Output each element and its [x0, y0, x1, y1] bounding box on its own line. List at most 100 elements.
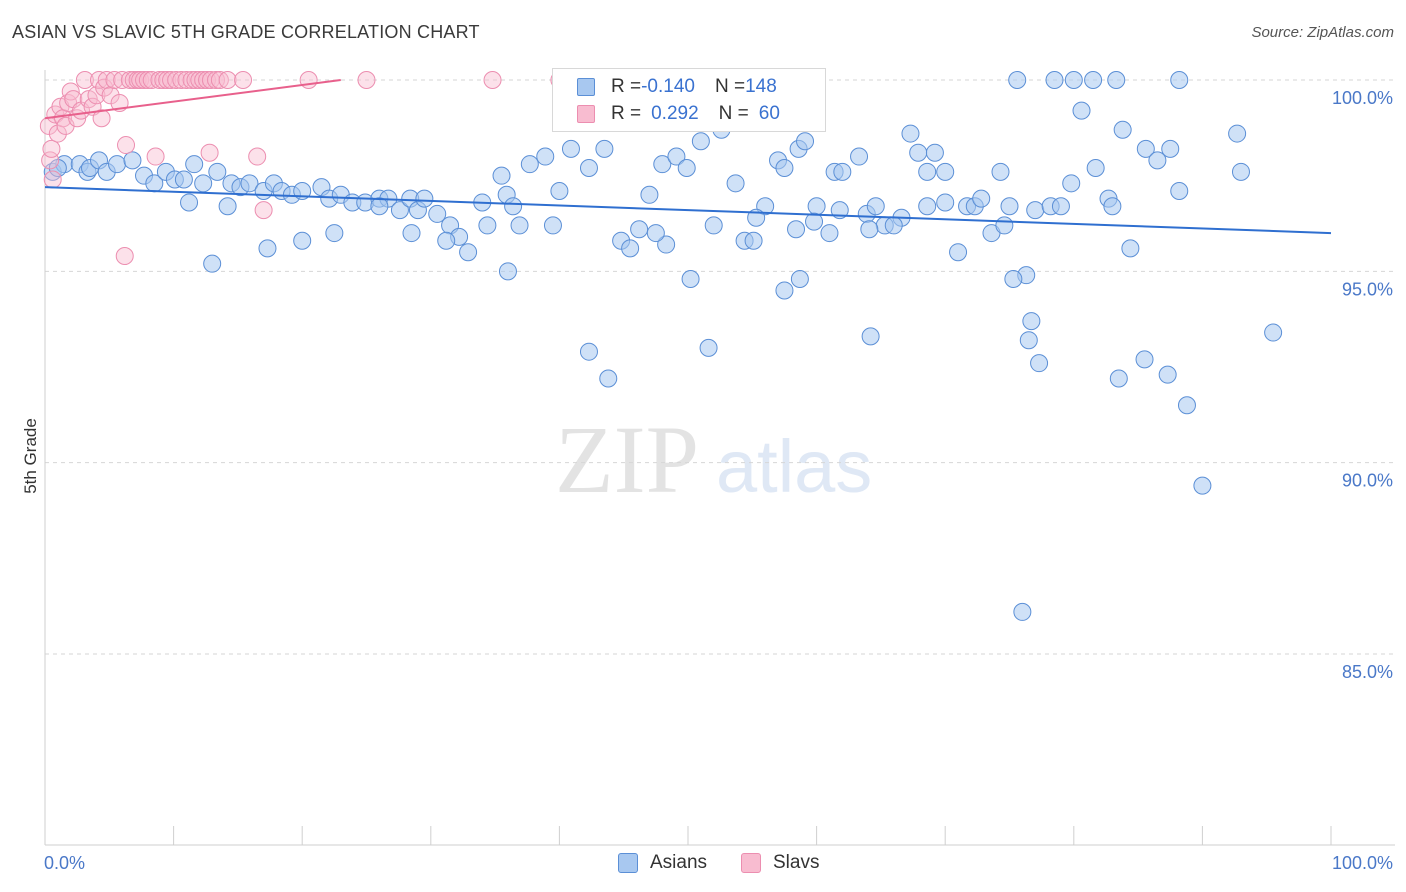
- legend-row-asians: R = -0.140 N = 148: [577, 75, 777, 99]
- data-point: [866, 197, 885, 216]
- data-point: [972, 189, 991, 208]
- data-point: [796, 132, 815, 151]
- data-point: [550, 181, 569, 200]
- data-point: [787, 220, 806, 239]
- data-point: [218, 197, 237, 216]
- r-value: 0.292: [651, 103, 699, 124]
- asians-trendline: [44, 186, 1332, 235]
- data-point: [43, 170, 62, 189]
- watermark-atlas: atlas: [716, 425, 872, 508]
- axes: [44, 70, 1395, 846]
- data-point: [925, 143, 944, 162]
- y-tick-label: 95.0%: [1342, 279, 1393, 299]
- data-point: [357, 71, 376, 89]
- data-point: [657, 235, 676, 254]
- data-point: [1103, 197, 1122, 216]
- y-tick-labels: 100.0% 95.0% 90.0% 85.0%: [1332, 88, 1393, 682]
- data-point: [42, 139, 61, 158]
- data-point: [1231, 162, 1250, 181]
- data-point: [428, 204, 447, 223]
- data-point: [621, 239, 640, 258]
- data-point: [1022, 312, 1041, 331]
- data-point: [437, 231, 456, 250]
- data-point: [595, 139, 614, 158]
- asians-legend-label: Asians: [650, 852, 708, 873]
- data-point: [640, 185, 659, 204]
- data-point: [1019, 331, 1038, 350]
- data-point: [208, 162, 227, 181]
- x-tick-label: 100.0%: [1332, 853, 1393, 873]
- data-point: [97, 71, 116, 89]
- watermark-zip: ZIP: [555, 406, 699, 513]
- data-point: [92, 109, 111, 128]
- data-point: [775, 159, 794, 178]
- data-point: [325, 224, 344, 243]
- data-point: [390, 201, 409, 220]
- data-point: [936, 193, 955, 212]
- data-point: [123, 151, 142, 170]
- data-point: [1170, 181, 1189, 200]
- data-point: [162, 71, 181, 89]
- data-point: [860, 220, 879, 239]
- data-point: [949, 243, 968, 262]
- data-point: [240, 174, 259, 193]
- legend-item-slavs[interactable]: Slavs: [741, 852, 819, 874]
- data-point: [704, 216, 723, 235]
- data-point: [1170, 71, 1189, 89]
- data-point: [1004, 269, 1023, 288]
- data-point: [146, 147, 165, 166]
- data-point: [101, 86, 120, 105]
- grid-lines: [45, 79, 1395, 655]
- data-point: [117, 136, 136, 155]
- data-point: [1136, 139, 1155, 158]
- data-point: [561, 139, 580, 158]
- n-value: 60: [758, 103, 780, 124]
- data-point: [599, 369, 618, 388]
- data-point: [1045, 71, 1064, 89]
- data-point: [1030, 354, 1049, 373]
- data-point: [646, 224, 665, 243]
- slavs-legend-swatch: [741, 853, 761, 873]
- data-point: [1013, 602, 1032, 621]
- data-point: [579, 342, 598, 361]
- asian-points: [43, 71, 1283, 621]
- data-point: [1084, 71, 1103, 89]
- data-point: [174, 170, 193, 189]
- data-point: [1072, 101, 1091, 120]
- data-point: [415, 189, 434, 208]
- data-point: [234, 71, 253, 89]
- data-point: [1086, 159, 1105, 178]
- data-point: [991, 162, 1010, 181]
- data-point: [995, 216, 1014, 235]
- data-point: [850, 147, 869, 166]
- data-point: [483, 71, 502, 89]
- data-point: [258, 239, 277, 258]
- data-point: [1051, 197, 1070, 216]
- data-point: [120, 71, 139, 89]
- data-point: [1158, 365, 1177, 384]
- data-point: [909, 143, 928, 162]
- data-point: [41, 151, 60, 170]
- data-point: [1193, 476, 1212, 495]
- data-point: [167, 71, 186, 89]
- data-point: [185, 155, 204, 174]
- data-point: [478, 216, 497, 235]
- data-point: [1228, 124, 1247, 143]
- data-point: [108, 155, 127, 174]
- chart-title: ASIAN VS SLAVIC 5TH GRADE CORRELATION CH…: [12, 22, 480, 42]
- data-point: [248, 147, 267, 166]
- data-point: [194, 174, 213, 193]
- legend-item-asians[interactable]: Asians: [618, 852, 707, 874]
- data-point: [807, 197, 826, 216]
- data-point: [203, 254, 222, 273]
- r-value: -0.140: [641, 76, 695, 97]
- data-point: [1026, 201, 1045, 220]
- data-point: [790, 269, 809, 288]
- slavs-legend-label: Slavs: [773, 852, 820, 873]
- y-tick-label: 100.0%: [1332, 88, 1393, 108]
- watermark: ZIP atlas: [555, 406, 872, 513]
- trendlines: [44, 79, 1332, 235]
- data-point: [135, 71, 154, 89]
- x-tick-labels: 0.0% 100.0%: [44, 853, 1393, 873]
- data-point: [370, 197, 389, 216]
